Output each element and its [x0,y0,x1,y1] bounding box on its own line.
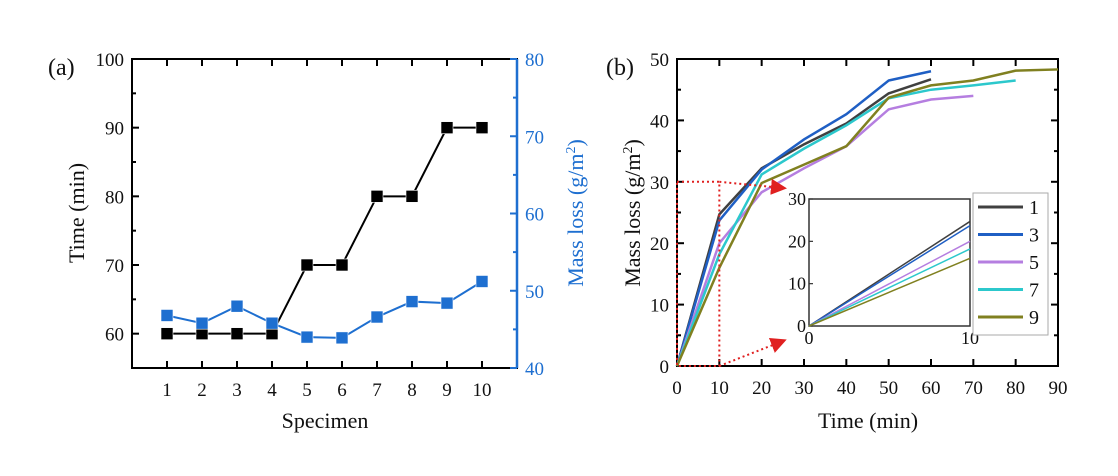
panel-a-x-tick-label: 2 [197,380,207,401]
y-title-sup: 2 [621,147,636,154]
panel-b-label: (b) [606,55,634,81]
inset-y-tick-label: 30 [788,189,806,209]
series-line-specimen-9 [675,68,1059,367]
panel-a-x-tick-label: 9 [442,380,452,401]
panel-a-x-tick-label: 1 [162,380,172,401]
data-point-time [370,190,384,203]
panel-b-x-tick-label: 30 [795,378,814,399]
y2-title-sup: 2 [564,147,579,154]
panel-b-x-tick-label: 60 [922,378,941,399]
panel-a-y-tick-label: 80 [105,187,124,208]
inset-y-tick-label: 0 [797,316,806,336]
inset-x-tick-label: 0 [805,328,814,348]
series-line-specimen-7 [675,79,1016,367]
data-point-mass-loss [300,330,314,344]
data-point-mass-loss [160,309,174,322]
inset-series-line-specimen-3 [808,225,971,327]
data-point-mass-loss [475,275,489,288]
panel-b-y-tick-label: 50 [650,50,669,71]
data-point-time [230,327,244,340]
inset-series-line-specimen-9 [808,257,971,327]
data-point-time [405,190,419,203]
panel-a-y-tick-label: 70 [105,256,124,277]
data-point-mass-loss [405,295,419,308]
y2-title-tail: ) [563,139,588,146]
panel-b-y-axis-title: Mass loss (g/m2) [620,139,645,287]
panel-b-x-axis-title: Time (min) [818,408,918,433]
panel-b-x-tick-label: 70 [964,378,983,399]
panel-a: (a) 1 2 3 4 5 6 7 8 9 10 60 70 80 90 100 40 50 60 70 80 S… [48,50,588,433]
panel-a-y2-tick-label: 50 [525,282,544,303]
panel-a-y-axis-title: Time (min) [64,163,89,263]
data-point-mass-loss [370,310,384,324]
panel-a-y2-axis-title: Mass loss (g/m2) [563,139,588,287]
panel-a-x-tick-label: 5 [302,380,312,401]
panel-b-x-tick-label: 90 [1049,378,1068,399]
panel-b-y-tick-label: 0 [660,357,670,378]
legend-label-specimen-5: 5 [1029,252,1039,274]
legend-label-specimen-7: 7 [1029,280,1039,302]
inset-frame [808,198,971,327]
panel-a-y2-tick-label: 70 [525,127,544,148]
panel-a-y2-tick-label: 60 [525,205,544,226]
panel-a-x-tick-label: 10 [473,380,492,401]
panel-b-y-tick-label: 40 [650,111,669,132]
series-line-mass-loss [166,280,483,339]
inset-series-line-specimen-5 [808,240,971,327]
inset-y-tick-label: 10 [788,274,806,294]
inset-series-line-specimen-7 [808,248,971,327]
panel-a-frame [131,58,518,369]
panel-a-label: (a) [48,55,75,81]
data-point-time [475,121,489,134]
zoom-arrow-top [719,178,787,195]
panel-a-x-tick-label: 4 [267,380,277,401]
legend-label-specimen-9: 9 [1029,307,1039,329]
series-line-specimen-5 [675,94,974,367]
data-point-time [160,327,174,340]
panel-b-x-tick-label: 50 [879,378,898,399]
panel-a-x-tick-label: 6 [337,380,347,401]
panel-b-y-tick-label: 10 [650,296,669,317]
panel-a-y-tick-label: 90 [105,119,124,140]
panel-b-y-tick-label: 30 [650,173,669,194]
panel-b-x-tick-label: 80 [1006,378,1025,399]
y2-title-main: Mass loss (g/m [563,154,588,287]
panel-a-x-tick-label: 7 [372,380,382,401]
y-title-tail: ) [620,139,645,146]
data-point-time [300,258,314,272]
panel-a-x-axis-title: Specimen [282,408,369,433]
series-line-specimen-1 [675,78,932,367]
panel-a-y-tick-label: 100 [96,50,125,71]
series-line-time [167,126,482,335]
inset-y-tick-label: 20 [788,231,806,251]
data-point-mass-loss [265,316,279,330]
panel-b-x-tick-label: 10 [710,378,729,399]
zoom-arrow-bottom [718,337,787,367]
panel-a-x-tick-label: 8 [407,380,417,401]
panel-a-y-tick-label: 60 [105,325,124,346]
panel-a-x-tick-label: 3 [232,380,242,401]
data-point-mass-loss [230,299,244,313]
panel-a-y2-tick-label: 80 [525,50,544,71]
y-title-main: Mass loss (g/m [620,154,645,287]
data-point-time [440,121,454,134]
legend-label-specimen-3: 3 [1029,225,1039,247]
data-point-time [335,258,349,272]
data-point-mass-loss [440,296,454,310]
data-point-mass-loss [335,331,349,345]
legend-label-specimen-1: 1 [1029,197,1039,219]
data-point-mass-loss [195,316,209,330]
legend-box [972,192,1049,336]
panel-b-x-tick-label: 20 [752,378,771,399]
zoom-region-box [676,180,721,367]
panel-b-y-tick-label: 20 [650,234,669,255]
panel-b-x-tick-label: 0 [672,378,682,399]
panel-a-y2-tick-label: 40 [525,359,544,380]
panel-b-x-tick-label: 40 [837,378,856,399]
